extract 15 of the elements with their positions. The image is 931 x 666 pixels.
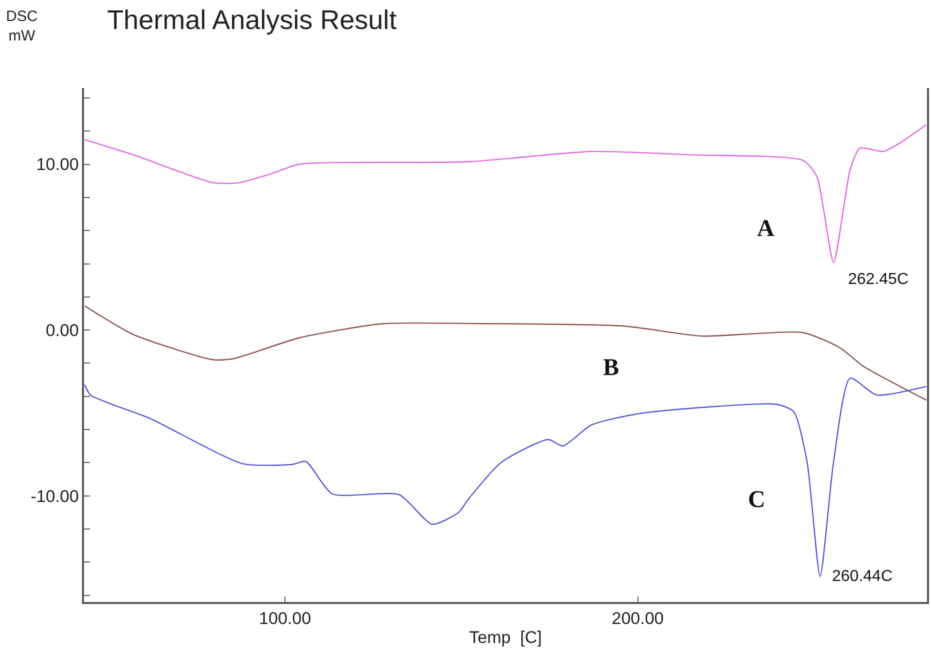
y-tick-label: 0.00	[46, 321, 79, 340]
series-label: C	[748, 487, 766, 513]
x-tick-label: 100.00	[259, 609, 312, 628]
x-tick-label: 200.00	[612, 609, 664, 628]
line-series	[84, 124, 927, 263]
series-label: B	[603, 355, 620, 381]
y-tick-label: -10.00	[30, 486, 79, 506]
chart-title: Thermal Analysis Result	[107, 4, 398, 35]
line-series	[84, 305, 927, 401]
annotation: 262.45C	[848, 271, 908, 288]
y-axis-title: DSC mW	[6, 8, 38, 44]
annotation: 260.44C	[832, 568, 892, 585]
text: A	[757, 216, 775, 242]
x-axis-title: Temp [C]	[469, 628, 542, 648]
y-tick-label: 10.00	[36, 155, 79, 174]
